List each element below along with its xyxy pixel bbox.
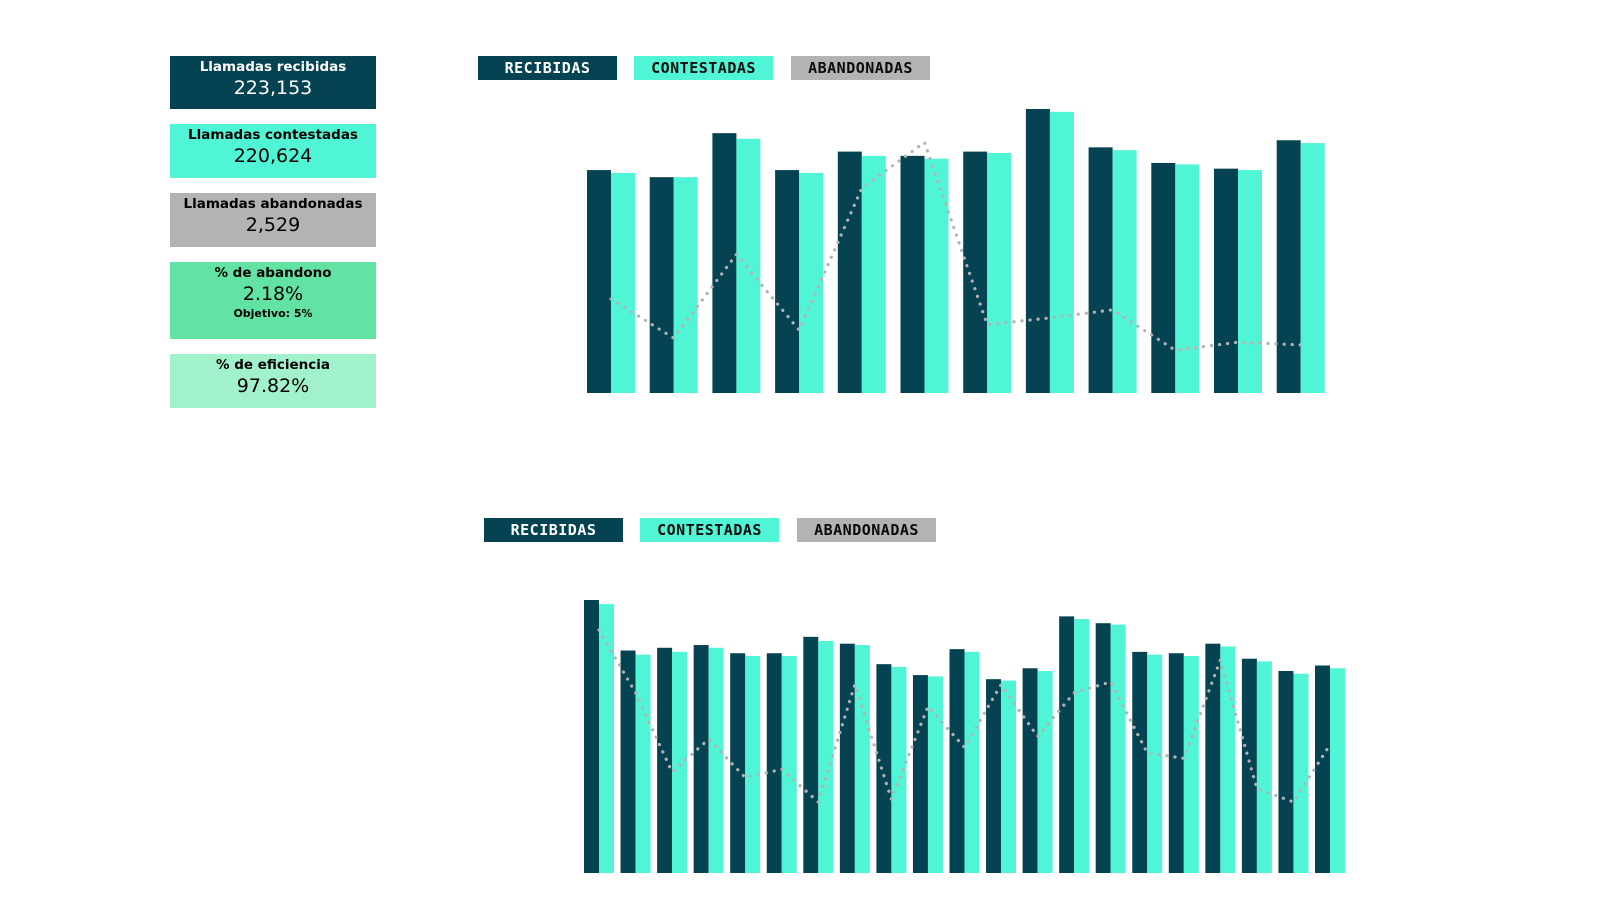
line-abandoned <box>597 628 1332 805</box>
bar-received <box>657 647 673 873</box>
bar-answered <box>1049 111 1074 393</box>
bar-received <box>1278 670 1294 873</box>
kpi-label: Llamadas contestadas <box>188 127 358 143</box>
line-abandoned <box>609 139 1303 352</box>
kpi-label: % de abandono <box>214 265 332 281</box>
chart-legend-top: RECIBIDAS CONTESTADAS ABANDONADAS <box>478 56 938 80</box>
kpi-target: Objetivo: 5% <box>233 307 313 320</box>
bar-answered <box>1175 164 1200 393</box>
bar-answered <box>673 177 698 393</box>
bar-answered <box>927 676 943 873</box>
chart-1 <box>587 109 1325 393</box>
bar-received <box>803 636 819 873</box>
bar-answered <box>1110 624 1126 873</box>
legend-received: RECIBIDAS <box>478 56 617 80</box>
bar-answered <box>1001 680 1017 873</box>
bar-received <box>1214 168 1238 393</box>
bar-received <box>837 151 862 393</box>
bar-received <box>620 650 636 873</box>
kpi-card-abandon-rate: % de abandono 2.18% Objetivo: 5% <box>170 262 376 339</box>
chart-2 <box>584 600 1345 873</box>
bar-received <box>1205 643 1221 873</box>
kpi-value: 223,153 <box>233 77 313 99</box>
bar-answered <box>891 666 907 873</box>
bar-received <box>766 653 782 873</box>
bar-received <box>775 170 800 393</box>
bar-answered <box>611 172 635 393</box>
kpi-label: Llamadas recibidas <box>199 59 347 75</box>
bar-received <box>1276 140 1301 393</box>
bar-answered <box>818 640 834 873</box>
legend-answered: CONTESTADAS <box>640 518 779 542</box>
legend-received: RECIBIDAS <box>484 518 623 542</box>
kpi-card-answered-calls: Llamadas contestadas 220,624 <box>170 124 376 178</box>
bar-answered <box>1330 668 1345 873</box>
bar-received <box>730 653 746 873</box>
bar-answered <box>1037 670 1053 873</box>
bar-received <box>1151 162 1176 393</box>
bar-received <box>712 133 737 393</box>
kpi-value: 2,529 <box>245 214 301 236</box>
bar-answered <box>745 655 761 873</box>
bar-answered <box>1300 143 1325 393</box>
legend-answered: CONTESTADAS <box>634 56 773 80</box>
kpi-card-efficiency: % de eficiencia 97.82% <box>170 354 376 408</box>
bar-answered <box>1147 654 1163 873</box>
kpi-card-abandoned-calls: Llamadas abandonadas 2,529 <box>170 193 376 247</box>
bar-answered <box>672 651 688 873</box>
bar-received <box>1095 623 1111 873</box>
kpi-label: % de eficiencia <box>215 357 331 373</box>
bar-received <box>876 664 892 873</box>
bar-received <box>912 675 928 873</box>
bar-answered <box>708 647 724 873</box>
bar-answered <box>635 654 651 873</box>
bar-received <box>1241 658 1257 873</box>
bar-answered <box>799 172 824 393</box>
bar-received <box>1088 147 1113 393</box>
bar-received <box>649 177 674 393</box>
bar-received <box>949 649 965 873</box>
chart-legend-bottom: RECIBIDAS CONTESTADAS ABANDONADAS <box>484 518 944 542</box>
kpi-value: 220,624 <box>233 145 313 167</box>
bar-answered <box>1112 150 1137 393</box>
bar-answered <box>854 645 870 873</box>
bar-received <box>900 155 925 393</box>
legend-abandoned: ABANDONADAS <box>797 518 936 542</box>
bar-answered <box>924 158 949 393</box>
bar-answered <box>861 155 886 393</box>
bar-answered <box>987 153 1012 393</box>
bar-answered <box>964 651 980 873</box>
kpi-value: 97.82% <box>236 375 310 397</box>
bar-received <box>986 679 1002 873</box>
bar-received <box>587 170 611 393</box>
bar-answered <box>599 604 614 873</box>
bar-received <box>693 645 709 873</box>
bar-answered <box>1238 170 1262 393</box>
bar-answered <box>1256 661 1272 873</box>
bar-received <box>839 643 855 873</box>
bar-received <box>584 600 599 873</box>
bar-received <box>1025 109 1050 393</box>
bar-answered <box>1293 673 1309 873</box>
bar-received <box>1168 653 1184 873</box>
bar-answered <box>736 138 761 393</box>
bar-received <box>1315 665 1330 873</box>
bar-received <box>1132 651 1148 873</box>
bar-answered <box>1220 646 1236 873</box>
bar-answered <box>1074 619 1090 873</box>
kpi-label: Llamadas abandonadas <box>183 196 363 212</box>
bar-received <box>1059 616 1075 873</box>
kpi-value: 2.18% <box>242 283 304 305</box>
bar-received <box>1022 668 1038 873</box>
bar-answered <box>1183 655 1199 873</box>
bar-received <box>963 151 988 393</box>
kpi-card-received-calls: Llamadas recibidas 223,153 <box>170 56 376 109</box>
bar-answered <box>781 655 797 873</box>
legend-abandoned: ABANDONADAS <box>791 56 930 80</box>
